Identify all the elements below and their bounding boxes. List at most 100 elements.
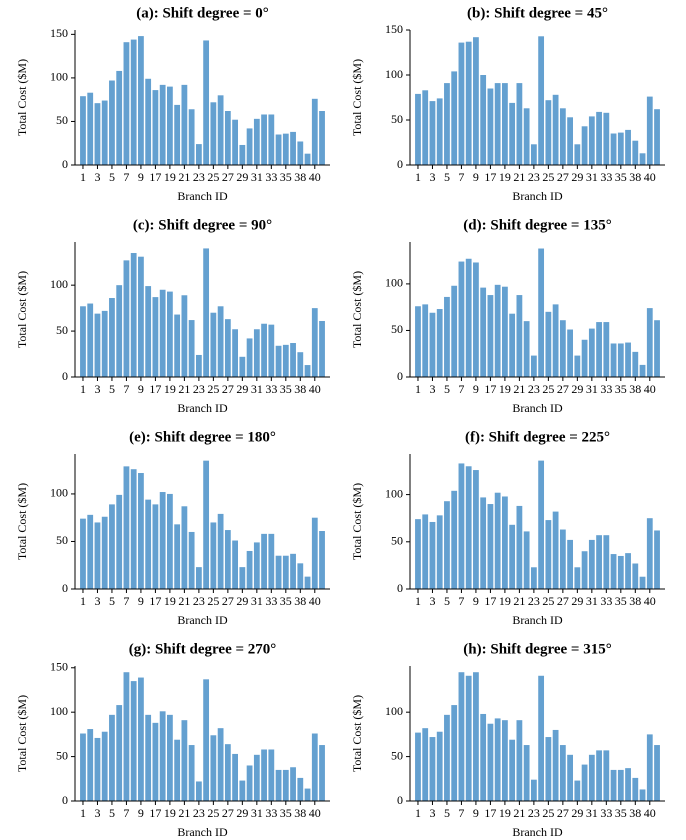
bar bbox=[502, 496, 508, 589]
bar bbox=[552, 304, 559, 377]
bar bbox=[617, 132, 624, 165]
x-tick-label: 35 bbox=[280, 170, 292, 184]
x-tick-label: 9 bbox=[138, 382, 144, 396]
bar bbox=[502, 720, 508, 801]
bar bbox=[268, 114, 275, 165]
x-tick-label: 25 bbox=[542, 806, 554, 820]
subplot-title: (c): Shift degree = 90° bbox=[133, 217, 272, 233]
x-tick-label: 1 bbox=[80, 170, 86, 184]
x-tick-label: 9 bbox=[473, 594, 479, 608]
bar bbox=[480, 287, 487, 377]
bar bbox=[195, 781, 202, 801]
bar bbox=[130, 39, 137, 166]
bar bbox=[545, 311, 552, 377]
bar bbox=[203, 248, 210, 377]
x-tick-label: 1 bbox=[415, 594, 421, 608]
bar bbox=[603, 535, 610, 589]
x-tick-label: 31 bbox=[251, 170, 263, 184]
x-tick-label: 25 bbox=[207, 170, 219, 184]
y-tick-label: 50 bbox=[391, 534, 403, 548]
x-tick-label: 21 bbox=[513, 170, 525, 184]
bar bbox=[429, 737, 436, 801]
bar bbox=[116, 285, 123, 377]
bar bbox=[429, 521, 436, 589]
x-tick-label: 27 bbox=[222, 382, 234, 396]
bar bbox=[145, 714, 152, 801]
bar bbox=[319, 531, 325, 589]
bar bbox=[574, 144, 581, 165]
y-tick-label: 50 bbox=[391, 112, 403, 126]
bar bbox=[567, 329, 573, 377]
x-tick-label: 25 bbox=[542, 170, 554, 184]
y-tick-label: 150 bbox=[50, 26, 68, 40]
x-tick-label: 7 bbox=[123, 594, 129, 608]
y-tick-label: 150 bbox=[50, 660, 68, 674]
bar bbox=[94, 103, 101, 165]
bar bbox=[530, 355, 537, 377]
bar bbox=[559, 320, 566, 377]
bar bbox=[610, 554, 617, 589]
bar bbox=[116, 705, 123, 801]
bar bbox=[261, 749, 267, 801]
x-tick-label: 40 bbox=[309, 170, 321, 184]
bar bbox=[530, 779, 537, 801]
x-tick-label: 21 bbox=[513, 594, 525, 608]
x-tick-label: 27 bbox=[222, 170, 234, 184]
bar bbox=[123, 260, 130, 377]
bar bbox=[268, 533, 275, 589]
bar bbox=[654, 745, 660, 801]
bar bbox=[625, 553, 631, 589]
bar bbox=[268, 749, 275, 801]
subplot-title: (d): Shift degree = 135° bbox=[463, 217, 611, 233]
bar bbox=[210, 312, 217, 377]
bar bbox=[290, 767, 296, 801]
bar bbox=[494, 718, 501, 801]
bar bbox=[195, 354, 202, 377]
bar bbox=[297, 352, 304, 377]
x-tick-label: 33 bbox=[265, 594, 277, 608]
x-tick-label: 29 bbox=[571, 594, 583, 608]
x-tick-label: 27 bbox=[222, 806, 234, 820]
bar bbox=[116, 494, 123, 589]
x-axis-label: Branch ID bbox=[512, 613, 563, 627]
x-tick-label: 17 bbox=[484, 170, 496, 184]
bar bbox=[109, 504, 115, 589]
y-tick-label: 0 bbox=[397, 793, 403, 807]
bar bbox=[429, 101, 436, 165]
bar bbox=[538, 675, 545, 801]
bar bbox=[523, 745, 530, 801]
x-tick-label: 23 bbox=[193, 382, 205, 396]
y-tick-label: 100 bbox=[385, 486, 403, 500]
x-tick-label: 5 bbox=[444, 170, 450, 184]
bar bbox=[210, 102, 217, 165]
x-tick-label: 7 bbox=[123, 806, 129, 820]
x-tick-label: 38 bbox=[294, 382, 306, 396]
bar bbox=[282, 769, 289, 801]
bar bbox=[588, 539, 595, 589]
bar bbox=[319, 745, 325, 801]
bar bbox=[123, 466, 130, 589]
subplot: (b): Shift degree = 45°1 3 5 7 9 17 19 21 23 25 27… bbox=[350, 5, 665, 203]
bar bbox=[217, 728, 224, 801]
x-tick-label: 29 bbox=[236, 806, 248, 820]
y-tick-label: 100 bbox=[385, 704, 403, 718]
x-tick-label: 31 bbox=[251, 594, 263, 608]
bar bbox=[473, 672, 479, 801]
bar bbox=[203, 460, 210, 589]
bar bbox=[596, 535, 602, 589]
y-tick-label: 0 bbox=[397, 369, 403, 383]
bar bbox=[473, 262, 479, 377]
x-tick-label: 17 bbox=[484, 806, 496, 820]
bar bbox=[422, 90, 429, 165]
bar bbox=[101, 100, 108, 165]
bar bbox=[458, 672, 465, 801]
x-tick-label: 38 bbox=[629, 806, 641, 820]
x-tick-label: 40 bbox=[644, 594, 656, 608]
bar bbox=[159, 289, 166, 377]
bar bbox=[109, 80, 115, 165]
bar bbox=[646, 734, 653, 801]
x-tick-label: 38 bbox=[629, 594, 641, 608]
x-tick-label: 38 bbox=[294, 806, 306, 820]
bar bbox=[224, 530, 231, 589]
bar bbox=[617, 343, 624, 377]
